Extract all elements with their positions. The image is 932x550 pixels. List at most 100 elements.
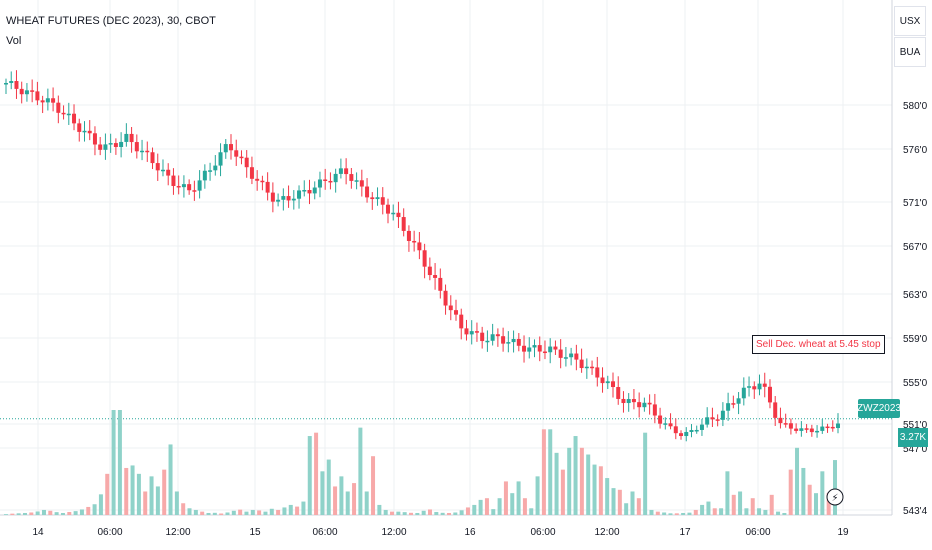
candle-body (349, 174, 354, 181)
currency-button[interactable]: USX (894, 6, 926, 36)
candle-body (98, 144, 103, 150)
candle-body (276, 199, 281, 202)
volume-bar (117, 410, 122, 515)
candle-body (202, 170, 207, 181)
candle-body (56, 102, 61, 113)
candle-body (720, 410, 725, 420)
candle-body (239, 156, 244, 159)
volume-bar (60, 512, 65, 515)
x-tick-label: 14 (32, 527, 44, 538)
volume-bar (4, 514, 8, 515)
volume-bar (390, 511, 395, 515)
candle-body (679, 433, 684, 437)
candle-body (710, 417, 715, 420)
candle-body (663, 423, 668, 425)
candle-body (30, 90, 35, 92)
candle-body (642, 402, 647, 408)
volume-bar (624, 503, 629, 515)
volume-bar (744, 508, 749, 515)
x-tick-label: 15 (249, 527, 261, 538)
volume-bar (529, 508, 534, 515)
volume-bar (662, 512, 667, 515)
volume-bar (339, 476, 344, 515)
candle-body (4, 83, 8, 85)
candle-body (317, 179, 322, 188)
volume-bar (92, 504, 97, 515)
candle-body (234, 150, 239, 157)
candle-body (815, 430, 820, 433)
unit-button[interactable]: BUA (894, 37, 926, 67)
candle-body (354, 180, 359, 182)
candle-body (506, 342, 511, 344)
volume-bar (244, 511, 249, 515)
volume-bar (465, 507, 470, 515)
candle-body (218, 152, 223, 166)
volume-bar (276, 509, 281, 515)
candle-body (548, 346, 553, 353)
candle-body (584, 366, 589, 369)
volume-bar (421, 510, 426, 515)
volume-bar (301, 501, 306, 515)
candle-body (61, 112, 66, 115)
candle-body (417, 242, 422, 251)
volume-bar (814, 493, 819, 515)
volume-bar (250, 509, 255, 515)
candle-body (422, 250, 427, 267)
volume-bar (238, 509, 243, 515)
volume-bar (402, 512, 407, 515)
volume-bar (833, 460, 837, 515)
volume-indicator-label[interactable]: Vol (6, 35, 22, 47)
candle-body (14, 81, 19, 89)
candle-body (9, 81, 14, 83)
y-tick-label: 551'0 (903, 420, 928, 431)
volume-bar (206, 512, 211, 515)
volume-bar (820, 471, 825, 515)
candle-body (181, 184, 186, 188)
candle-body (788, 423, 793, 429)
volume-bar (345, 491, 350, 515)
volume-bar (681, 512, 686, 515)
candle-body (260, 180, 265, 183)
candle-body (731, 403, 736, 405)
volume-bar (548, 429, 553, 515)
volume-bar (693, 509, 698, 515)
volume-bar (35, 511, 40, 515)
candle-body (338, 168, 343, 174)
lightning-icon: ⚡ (831, 493, 838, 504)
candle-body (605, 381, 610, 384)
candle-body (459, 314, 464, 329)
volume-bar (586, 454, 591, 515)
candle-body (333, 173, 338, 183)
chart-annotation[interactable]: Sell Dec. wheat at 5.45 stop (752, 335, 885, 354)
volume-bar (763, 509, 768, 515)
candle-body (469, 331, 474, 335)
volume-bar (225, 512, 230, 515)
candle-body (574, 353, 579, 360)
candle-body (385, 204, 390, 214)
candle-body (103, 144, 108, 150)
candle-body (773, 402, 778, 418)
candle-body (794, 428, 799, 431)
candle-body (694, 429, 699, 432)
volume-bar (143, 491, 148, 515)
candle-body (129, 133, 134, 143)
volume-bar (155, 486, 160, 515)
volume-bar (630, 491, 635, 515)
volume-bar (706, 501, 711, 515)
candle-body (140, 150, 145, 153)
volume-bar (807, 484, 812, 515)
candle-body (281, 196, 286, 200)
candle-body (192, 190, 197, 192)
volume-bar (434, 511, 439, 515)
chart-title: WHEAT FUTURES (DEC 2023), 30, CBOT (6, 15, 216, 27)
volume-bar (636, 498, 641, 515)
candle-body (406, 230, 411, 241)
candle-body (223, 144, 228, 153)
candle-body (249, 167, 254, 179)
volume-bar (29, 512, 34, 515)
candle-body (569, 353, 574, 358)
volume-bar (712, 508, 717, 515)
volume-bar (396, 511, 401, 515)
candle-body (522, 345, 527, 352)
